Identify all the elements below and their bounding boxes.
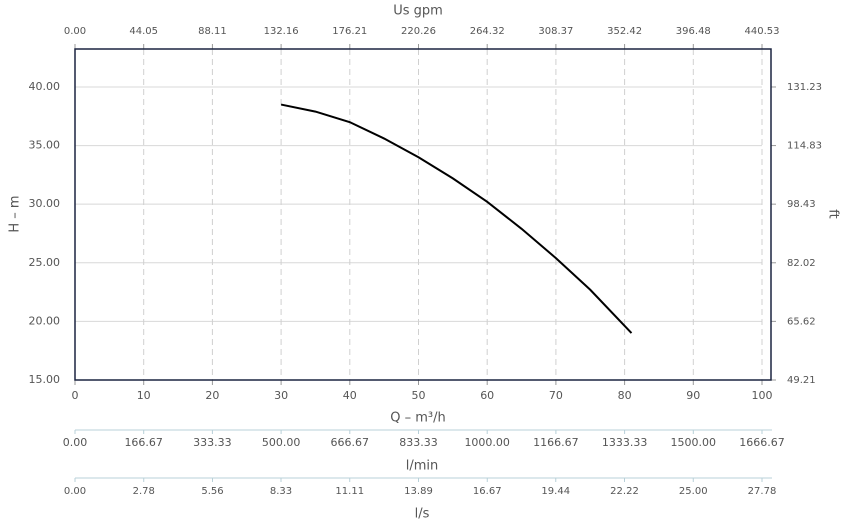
x-tick-label: 20: [205, 389, 219, 402]
x-tick-label: 50: [412, 389, 426, 402]
axis-tick-label: 2.78: [133, 486, 155, 497]
y-axis-title: H – m: [8, 195, 23, 232]
y-tick-label: 30.00: [29, 197, 61, 210]
y-tick-label: 20.00: [29, 314, 61, 327]
y2-tick-label: 82.02: [787, 258, 816, 269]
axis-tick-label: 11.11: [335, 486, 364, 497]
axis-tick-label: 1000.00: [464, 436, 510, 449]
axis-tick-label: 0.00: [64, 486, 86, 497]
top-tick-label: 308.37: [538, 26, 573, 37]
y2-tick-label: 49.21: [787, 375, 816, 386]
x-tick-label: 40: [343, 389, 357, 402]
axis-tick-label: 833.33: [399, 436, 438, 449]
axis-tick-label: 27.78: [748, 486, 777, 497]
top-tick-label: 396.48: [676, 26, 711, 37]
axis-tick-label: 5.56: [201, 486, 223, 497]
x-tick-label: 90: [686, 389, 700, 402]
axis-tick-label: 500.00: [262, 436, 301, 449]
axis-tick-label: 1166.67: [533, 436, 579, 449]
y2-tick-label: 114.83: [787, 141, 822, 152]
top-tick-label: 440.53: [745, 26, 780, 37]
y2-tick-label: 65.62: [787, 316, 816, 327]
y2-tick-label: 98.43: [787, 199, 816, 210]
y-tick-label: 40.00: [29, 80, 61, 93]
axis-tick-label: 19.44: [541, 486, 570, 497]
axis-tick-label: 13.89: [404, 486, 433, 497]
top-tick-label: 220.26: [401, 26, 436, 37]
curve: [280, 103, 633, 334]
axis-tick-label: 16.67: [473, 486, 502, 497]
x-tick-label: 30: [274, 389, 288, 402]
y-tick-label: 35.00: [29, 139, 61, 152]
axis-tick-label: 666.67: [331, 436, 370, 449]
top-tick-label: 0.00: [64, 26, 86, 37]
x-tick-label: 10: [137, 389, 151, 402]
plot-border: [74, 48, 772, 381]
x-tick-label: 80: [618, 389, 632, 402]
x-tick-label: 100: [752, 389, 773, 402]
axis-tick-label: 0.00: [63, 436, 88, 449]
top-axis-title: Us gpm: [393, 4, 443, 19]
top-tick-label: 176.21: [332, 26, 367, 37]
x-tick-label: 60: [480, 389, 494, 402]
top-tick-label: 352.42: [607, 26, 642, 37]
axis-tick-label: 1333.33: [602, 436, 648, 449]
axis-tick-label: 1500.00: [671, 436, 717, 449]
x-tick-label: 70: [549, 389, 563, 402]
axis-title: l/min: [406, 459, 439, 474]
axis-tick-label: 8.33: [270, 486, 292, 497]
axis-tick-label: 22.22: [610, 486, 639, 497]
axis-tick-label: 333.33: [193, 436, 232, 449]
axis-title: l/s: [415, 507, 430, 522]
y-tick-label: 25.00: [29, 256, 61, 269]
axis-tick-label: 25.00: [679, 486, 708, 497]
axis-tick-label: 1666.67: [739, 436, 785, 449]
y-tick-label: 15.00: [29, 373, 61, 386]
axis-tick-label: 166.67: [124, 436, 163, 449]
y2-axis-title: ft: [826, 209, 841, 218]
x-tick-label: 0: [72, 389, 79, 402]
x-axis-title: Q – m³/h: [390, 411, 446, 426]
y2-tick-label: 131.23: [787, 82, 822, 93]
top-tick-label: 88.11: [198, 26, 227, 37]
top-tick-label: 264.32: [470, 26, 505, 37]
top-tick-label: 44.05: [129, 26, 158, 37]
top-tick-label: 132.16: [264, 26, 299, 37]
